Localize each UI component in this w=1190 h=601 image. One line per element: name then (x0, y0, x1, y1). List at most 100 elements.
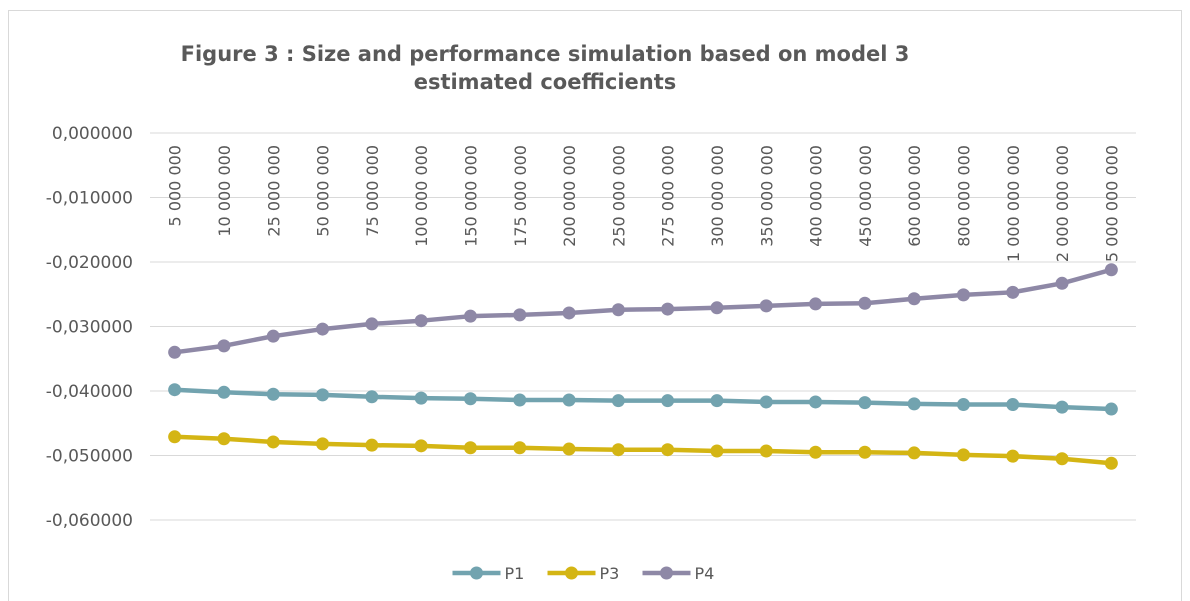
data-point (710, 394, 724, 408)
data-point (365, 317, 379, 331)
x-tick-label: 800 000 000 (954, 145, 973, 247)
data-point (414, 439, 428, 453)
data-point (168, 345, 182, 359)
data-point (1104, 456, 1118, 470)
y-tick-label: -0,010000 (46, 189, 133, 209)
data-point (759, 395, 773, 409)
y-tick-label: -0,050000 (46, 447, 133, 467)
data-point (759, 299, 773, 313)
data-point (217, 339, 231, 353)
data-point (513, 393, 527, 407)
data-point (661, 443, 675, 457)
data-point (316, 322, 330, 336)
data-point (1055, 276, 1069, 290)
data-point (710, 444, 724, 458)
data-point (562, 306, 576, 320)
x-tick-label: 75 000 000 (363, 145, 382, 237)
data-point (710, 301, 724, 315)
data-point (956, 398, 970, 412)
x-tick-label: 2 000 000 000 (1053, 145, 1072, 262)
data-point (463, 309, 477, 323)
data-point (1006, 285, 1020, 299)
data-point (1055, 452, 1069, 466)
data-point (365, 438, 379, 452)
data-point (463, 441, 477, 455)
data-point (907, 446, 921, 460)
data-point (266, 387, 280, 401)
data-point (858, 396, 872, 410)
data-point (217, 385, 231, 399)
data-point (956, 448, 970, 462)
x-tick-label: 150 000 000 (461, 145, 480, 247)
x-tick-label: 1 000 000 000 (1004, 145, 1023, 262)
data-point (1055, 400, 1069, 414)
x-tick-label: 450 000 000 (856, 145, 875, 247)
legend-marker (565, 566, 578, 580)
y-tick-label: -0,030000 (46, 318, 133, 338)
series-line (174, 434, 1112, 466)
x-tick-label: 300 000 000 (708, 145, 727, 247)
data-point (266, 329, 280, 343)
series-line (174, 387, 1112, 412)
data-point (858, 296, 872, 310)
data-point (316, 388, 330, 402)
legend-label: P4 (695, 564, 715, 583)
data-point (414, 314, 428, 328)
data-point (562, 442, 576, 456)
data-point (1006, 398, 1020, 412)
x-tick-label: 5 000 000 000 (1102, 145, 1121, 262)
series-line (174, 267, 1112, 355)
y-tick-label: 0,000000 (52, 124, 133, 144)
data-point (513, 441, 527, 455)
data-point (463, 392, 477, 406)
x-tick-label: 250 000 000 (609, 145, 628, 247)
data-point (217, 432, 231, 446)
data-point (365, 390, 379, 404)
data-point (809, 395, 823, 409)
data-point (414, 391, 428, 405)
data-point (907, 292, 921, 306)
data-point (513, 308, 527, 322)
data-point (1006, 449, 1020, 463)
x-tick-label: 175 000 000 (511, 145, 530, 247)
chart-border (8, 10, 1182, 601)
data-point (809, 297, 823, 311)
x-tick-label: 200 000 000 (560, 145, 579, 247)
legend-marker (470, 566, 483, 580)
data-point (611, 394, 625, 408)
data-point (1104, 263, 1118, 277)
x-tick-label: 100 000 000 (412, 145, 431, 247)
data-point (266, 435, 280, 449)
x-tick-label: 5 000 000 (166, 145, 185, 226)
data-point (956, 288, 970, 302)
data-point (168, 383, 182, 397)
data-point (168, 430, 182, 444)
data-point (611, 303, 625, 317)
x-tick-label: 10 000 000 (215, 145, 234, 237)
data-point (562, 393, 576, 407)
y-tick-label: -0,040000 (46, 382, 133, 402)
legend-marker (660, 566, 673, 580)
data-point (316, 437, 330, 451)
y-tick-label: -0,060000 (46, 511, 133, 531)
data-point (661, 394, 675, 408)
data-point (907, 397, 921, 411)
x-tick-label: 400 000 000 (807, 145, 826, 247)
data-point (858, 445, 872, 459)
x-tick-label: 50 000 000 (314, 145, 333, 237)
y-tick-label: -0,020000 (46, 253, 133, 273)
data-point (661, 302, 675, 316)
x-tick-label: 600 000 000 (905, 145, 924, 247)
data-point (1104, 402, 1118, 416)
x-tick-label: 275 000 000 (659, 145, 678, 247)
chart-title: Figure 3 : Size and performance simulati… (180, 42, 910, 94)
data-point (611, 443, 625, 457)
x-tick-label: 25 000 000 (264, 145, 283, 237)
x-tick-label: 350 000 000 (757, 145, 776, 247)
legend-label: P1 (505, 564, 525, 583)
data-point (759, 444, 773, 458)
legend-label: P3 (600, 564, 620, 583)
data-point (809, 445, 823, 459)
